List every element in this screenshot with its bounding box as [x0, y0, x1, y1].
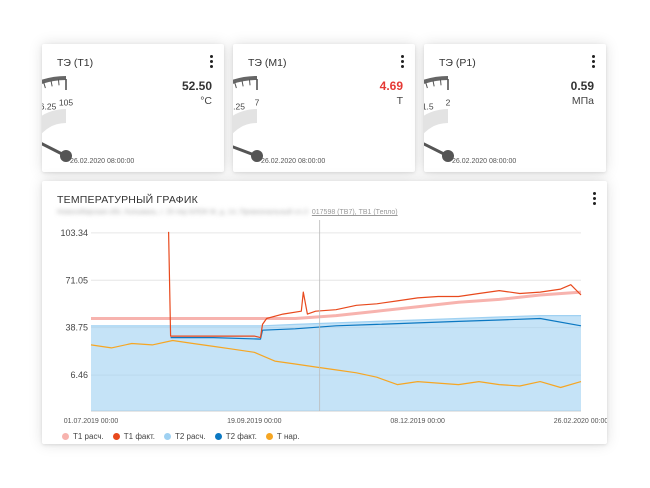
more-vert-icon[interactable] — [591, 192, 597, 206]
legend-label: Т2 факт. — [225, 431, 257, 441]
gauge-tick-label: 6.25 — [233, 101, 245, 111]
y-tick-label: 71.05 — [65, 275, 88, 285]
gauge-track — [424, 109, 449, 134]
gauge-dial: 44.755.56.257 — [233, 76, 263, 162]
gauge-hub — [251, 150, 263, 162]
gauge-scale — [424, 76, 449, 84]
gauge-tick-label: 105 — [59, 97, 73, 107]
legend-item[interactable]: Т1 расч. — [62, 430, 104, 442]
legend-item[interactable]: Т1 факт. — [112, 430, 155, 442]
x-tick-label: 26.02.2020 00:00 — [554, 418, 607, 425]
legend-swatch — [163, 432, 171, 440]
gauge-title: ТЭ (М1) — [248, 57, 287, 69]
gauge-tick — [57, 79, 60, 86]
gauge-unit: °C — [200, 95, 212, 107]
legend-label: Т1 факт. — [123, 431, 155, 441]
gauge-value: 4.69 — [379, 79, 403, 93]
gauge-title: ТЭ (Т1) — [57, 57, 94, 69]
series-line-t1_fact[interactable] — [168, 231, 582, 339]
series-line-t1_calc[interactable] — [91, 290, 582, 320]
gauge-card-m1: ТЭ (М1) 44.755.56.257 4.69 Т 26.02.2020 … — [233, 44, 415, 172]
gauge-tick — [248, 79, 251, 86]
gauge-value: 52.50 — [181, 79, 212, 93]
gauge-tick — [241, 80, 244, 87]
gauge-unit: Т — [396, 95, 403, 107]
gauge-scale — [42, 76, 67, 84]
gauge-tick-label: 1.5 — [424, 101, 434, 111]
legend-item[interactable]: Т2 расч. — [163, 430, 206, 442]
gauge-tick — [43, 82, 46, 89]
legend-label: Т1 расч. — [73, 431, 104, 441]
legend-item[interactable]: Т нар. — [265, 430, 300, 442]
gauge-dial: 00.511.52 — [424, 76, 454, 162]
y-tick-label: 103.34 — [60, 228, 88, 238]
gauge-tick — [234, 82, 237, 89]
legend-swatch — [265, 432, 273, 440]
gauge-tick — [439, 79, 442, 86]
x-tick-label: 19.09.2019 00:00 — [227, 418, 282, 425]
meter-link[interactable]: 017598 (ТВ7), ТВ1 (Тепло) — [311, 209, 398, 216]
temperature-chart-card: 103.34 71.05 38.75 6.46 01.07.2019 00:00 19.0… — [42, 181, 607, 444]
gauge-timestamp: 26.02.2020 08:00:00 — [261, 158, 326, 165]
gauge-timestamp: 26.02.2020 08:00:00 — [70, 158, 135, 165]
gauge-scale — [233, 76, 258, 84]
chart-subtitle[interactable]: Новосибирская обл, Колывань, г. 25 пер Б… — [57, 209, 398, 216]
series-area-t2_calc — [91, 315, 581, 411]
gauge-tick-label: 86.25 — [42, 101, 57, 111]
x-tick-label: 01.07.2019 00:00 — [64, 418, 119, 425]
more-vert-icon[interactable] — [208, 55, 214, 69]
x-tick-label: 08.12.2019 00:00 — [390, 418, 445, 425]
gauge-unit: МПа — [571, 95, 594, 107]
legend-item[interactable]: Т2 факт. — [214, 430, 257, 442]
legend-label: Т2 расч. — [174, 431, 206, 441]
series-line-t_outdoor[interactable] — [90, 339, 582, 389]
gauge-tick — [425, 82, 428, 89]
gauge-track — [233, 109, 258, 134]
y-tick-label: 38.75 — [65, 323, 88, 333]
legend-label: Т нар. — [276, 431, 300, 441]
series-line-t2_calc[interactable] — [91, 315, 581, 327]
more-vert-icon[interactable] — [590, 55, 596, 69]
series-line-t2_fact[interactable] — [170, 317, 582, 340]
gauge-value: 0.59 — [570, 79, 594, 93]
chart-title: ТЕМПЕРАТУРНЫЙ ГРАФИК — [57, 194, 198, 206]
legend-swatch — [62, 432, 69, 440]
legend-swatch — [214, 432, 222, 440]
more-vert-icon[interactable] — [399, 55, 405, 69]
address-text: Новосибирская обл, Колывань, г. 25 пер Б… — [57, 209, 310, 216]
gauge-title: ТЭ (Р1) — [439, 57, 476, 69]
gauge-tick-label: 7 — [255, 97, 260, 107]
gauge-hub — [60, 150, 72, 162]
temperature-chart[interactable]: 103.34 71.05 38.75 6.46 01.07.2019 00:00 19.0… — [42, 181, 607, 444]
gauge-tick — [432, 80, 435, 87]
gauge-card-p1: ТЭ (Р1) 00.511.52 0.59 МПа 26.02.2020 08… — [424, 44, 606, 172]
legend-swatch — [112, 432, 120, 440]
y-tick-label: 6.46 — [70, 370, 88, 380]
gauge-hub — [442, 150, 454, 162]
gauge-track — [42, 109, 67, 134]
gauge-timestamp: 26.02.2020 08:00:00 — [452, 158, 517, 165]
chart-legend: Т1 расч. Т1 факт. Т2 расч. Т2 факт. Т нар. — [62, 430, 300, 442]
gauge-tick — [50, 80, 53, 87]
gauge-tick-label: 2 — [446, 97, 451, 107]
